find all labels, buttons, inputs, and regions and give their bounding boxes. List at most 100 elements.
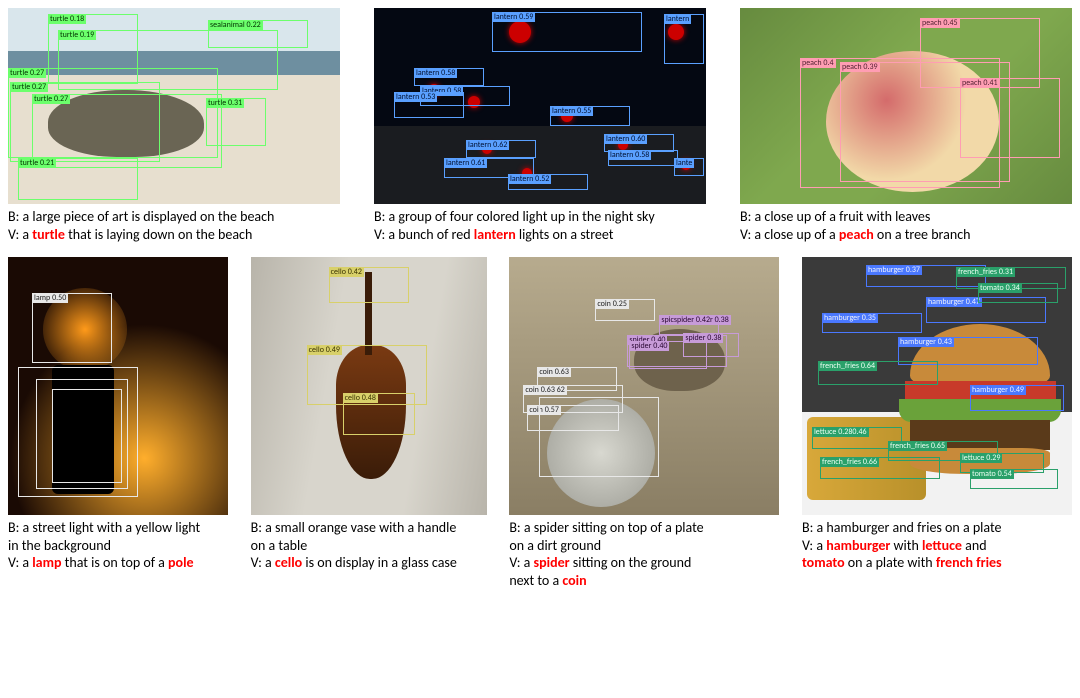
caption-line: B: a large piece of art is displayed on … [8, 208, 340, 226]
detection-box: lantern 0.55 [550, 106, 630, 126]
detection-label: coin 0.63 62 [523, 385, 566, 395]
detection-box [539, 397, 659, 477]
panel-peach: peach 0.45peach 0.4peach 0.39peach 0.41B… [740, 8, 1072, 243]
captions: B: a hamburger and fries on a plateV: a … [802, 519, 1072, 572]
detection-label: turtle 0.27 [10, 82, 48, 92]
detection-label: lantern 0.52 [508, 174, 551, 184]
panel-cello: cello 0.42 cello 0.49 cello 0.48 B: a small… [251, 257, 487, 589]
detection-label: cello 0.49 [307, 345, 342, 355]
caption-line: V: a turtle that is laying down on the b… [8, 226, 340, 244]
detection-label: peach 0.45 [920, 18, 960, 28]
figure-image: spicspider 0.42r 0.38 spider 0.40 spider 0… [509, 257, 779, 515]
panel-burger: hamburger 0.37 hamburger 0.47 hamburger 0.… [802, 257, 1072, 589]
caption-line: B: a small orange vase with a handle [251, 519, 487, 537]
figure-image: hamburger 0.37 hamburger 0.47 hamburger 0.… [802, 257, 1072, 515]
detection-label: tomato 0.54 [970, 469, 1014, 479]
detection-box: cello 0.42 [329, 267, 409, 303]
figure-image: lantern 0.59 lantern lantern 0.58 lantern 0… [374, 8, 706, 204]
caption-line: in the background [8, 537, 228, 555]
figure-row-1: turtle 0.18sealanimal 0.22turtle 0.19tur… [8, 8, 1072, 243]
caption-line: V: a lamp that is on top of a pole [8, 554, 228, 572]
caption-line: V: a bunch of red lantern lights on a st… [374, 226, 706, 244]
detection-label: cello 0.48 [343, 393, 378, 403]
caption-line: V: a cello is on display in a glass case [251, 554, 487, 572]
detection-label: peach 0.4 [800, 58, 836, 68]
detection-label: hamburger 0.35 [822, 313, 878, 323]
panel-turtle: turtle 0.18sealanimal 0.22turtle 0.19tur… [8, 8, 340, 243]
detection-label: spider 0.40 [629, 341, 669, 351]
detection-box: cello 0.48 [343, 393, 415, 435]
detection-label: lantern 0.55 [550, 106, 593, 116]
detection-box: french_fries 0.64 [818, 361, 938, 385]
detection-label: lantern 0.53 [394, 92, 437, 102]
detection-label: french_fries 0.64 [818, 361, 877, 371]
detection-label: spicspider 0.42r 0.38 [659, 315, 730, 325]
panel-lamp: lamp 0.50 B: a street light with a yellow… [8, 257, 228, 589]
captions: B: a street light with a yellow light in… [8, 519, 228, 572]
detection-label: lantern 0.58 [608, 150, 651, 160]
caption-line: V: a close up of a peach on a tree branc… [740, 226, 1072, 244]
detection-label: hamburger 0.47 [926, 297, 982, 307]
detection-box: lamp 0.50 [32, 293, 112, 363]
detection-box: peach 0.41 [960, 78, 1060, 158]
detection-label: lamp 0.50 [32, 293, 68, 303]
detection-box: lantern 0.59 [492, 12, 642, 52]
caption-line: B: a hamburger and fries on a plate [802, 519, 1072, 537]
detection-label: french_fries 0.65 [888, 441, 947, 451]
detection-label: turtle 0.21 [18, 158, 56, 168]
detection-box: tomato 0.54 [970, 469, 1058, 489]
detection-box: hamburger 0.35 [822, 313, 922, 333]
detection-label: turtle 0.31 [206, 98, 244, 108]
captions: B: a spider sitting on top of a plate on… [509, 519, 779, 589]
detection-label: tomato 0.34 [978, 283, 1022, 293]
detection-label: french_fries 0.66 [820, 457, 879, 467]
figure-row-2: lamp 0.50 B: a street light with a yellow… [8, 257, 1072, 589]
detection-label: lantern 0.60 [604, 134, 647, 144]
detection-box: hamburger 0.49 [970, 385, 1064, 411]
captions: B: a large piece of art is displayed on … [8, 208, 340, 243]
detection-label: hamburger 0.43 [898, 337, 954, 347]
figure-image: lamp 0.50 [8, 257, 228, 515]
detection-label: lantern 0.59 [492, 12, 535, 22]
detection-label: cello 0.42 [329, 267, 364, 277]
detection-box: tomato 0.34 [978, 283, 1058, 303]
caption-line: on a table [251, 537, 487, 555]
detection-label: peach 0.41 [960, 78, 1000, 88]
detection-label: hamburger 0.37 [866, 265, 922, 275]
detection-label: french_fries 0.31 [956, 267, 1015, 277]
detection-label: spider 0.38 [683, 333, 723, 343]
detection-label: lante [674, 158, 694, 168]
detection-box [52, 389, 122, 483]
detection-label: lettuce 0.280.46 [812, 427, 869, 437]
detection-box: turtle 0.21 [18, 158, 138, 200]
detection-box: lantern 0.53 [394, 92, 464, 118]
detection-box: turtle 0.27 [32, 94, 222, 168]
detection-label: turtle 0.19 [58, 30, 96, 40]
captions: B: a close up of a fruit with leavesV: a… [740, 208, 1072, 243]
caption-line: B: a close up of a fruit with leaves [740, 208, 1072, 226]
detection-label: lantern [664, 14, 691, 24]
detection-label: lantern 0.61 [444, 158, 487, 168]
caption-line: V: a spider sitting on the ground next t… [509, 554, 779, 589]
detection-label: turtle 0.27 [8, 68, 46, 78]
detection-label: turtle 0.27 [32, 94, 70, 104]
detection-box: french_fries 0.66 [820, 457, 940, 479]
caption-line: V: a hamburger with lettuce and tomato o… [802, 537, 1072, 572]
detection-box: lantern 0.62 [466, 140, 536, 158]
detection-label: coin 0.63 [537, 367, 571, 377]
caption-line: B: a street light with a yellow light [8, 519, 228, 537]
detection-label: lettuce 0.29 [960, 453, 1002, 463]
detection-label: coin 0.25 [595, 299, 629, 309]
detection-label: lantern 0.62 [466, 140, 509, 150]
detection-box: spicspider 0.42r 0.38 [659, 315, 719, 335]
panel-lanterns: lantern 0.59 lantern lantern 0.58 lantern 0… [374, 8, 706, 243]
panel-spider: spicspider 0.42r 0.38 spider 0.40 spider 0… [509, 257, 779, 589]
detection-box: lantern 0.58 [414, 68, 484, 86]
captions: B: a group of four colored light up in t… [374, 208, 706, 243]
caption-line: B: a spider sitting on top of a plate [509, 519, 779, 537]
figure-image: turtle 0.18sealanimal 0.22turtle 0.19tur… [8, 8, 340, 204]
detection-label: hamburger 0.49 [970, 385, 1026, 395]
caption-line: on a dirt ground [509, 537, 779, 555]
detection-label: lantern 0.58 [414, 68, 457, 78]
captions: B: a small orange vase with a handle on … [251, 519, 487, 572]
